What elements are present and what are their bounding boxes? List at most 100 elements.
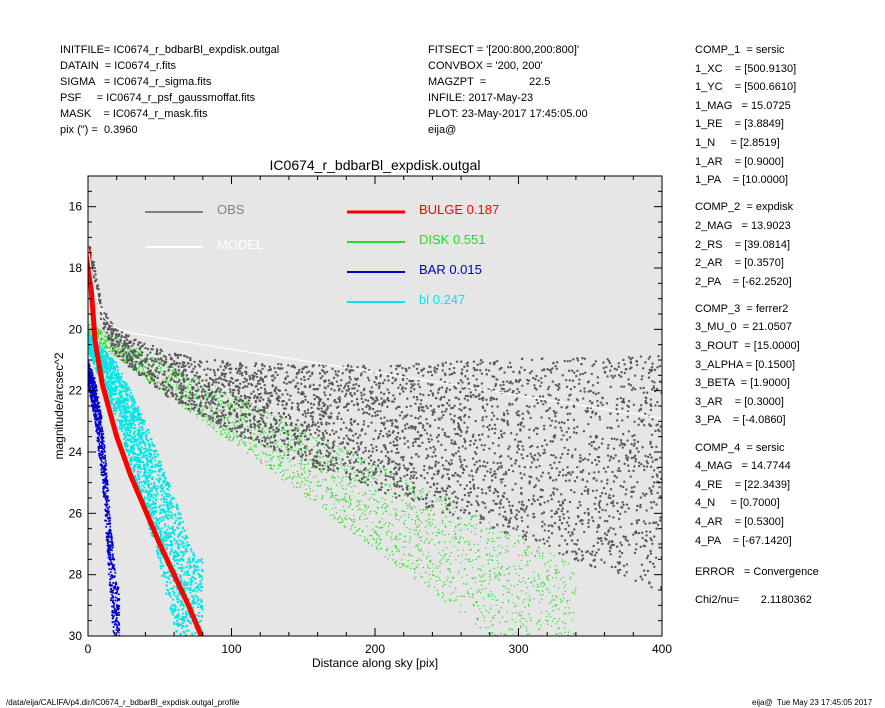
disk-point bbox=[409, 506, 411, 508]
disk-point bbox=[453, 600, 456, 602]
disk-point bbox=[321, 497, 324, 499]
obs-point bbox=[299, 455, 303, 458]
component-param: 4_N = [0.7000] bbox=[695, 497, 780, 510]
obs-point bbox=[402, 417, 405, 420]
disk-point bbox=[425, 508, 427, 510]
obs-point bbox=[382, 392, 386, 396]
disk-point bbox=[398, 476, 401, 479]
obs-point bbox=[577, 515, 580, 519]
obs-point bbox=[579, 454, 582, 457]
obs-point bbox=[500, 433, 503, 436]
disk-point bbox=[250, 446, 252, 449]
obs-point bbox=[618, 568, 622, 572]
disk-point bbox=[546, 620, 549, 622]
disk-point bbox=[472, 525, 474, 528]
obs-point bbox=[473, 384, 476, 387]
obs-point bbox=[256, 410, 260, 413]
obs-point bbox=[620, 551, 624, 555]
disk-point bbox=[255, 446, 257, 448]
disk-point bbox=[444, 503, 447, 505]
disk-point bbox=[434, 567, 436, 569]
disk-point bbox=[136, 347, 138, 350]
obs-point bbox=[158, 352, 162, 355]
disk-point bbox=[307, 446, 309, 448]
disk-point bbox=[303, 471, 306, 473]
disk-point bbox=[400, 516, 403, 518]
disk-point bbox=[426, 555, 428, 558]
obs-point bbox=[623, 371, 626, 375]
obs-point bbox=[651, 475, 654, 479]
obs-point bbox=[378, 432, 382, 436]
obs-point bbox=[477, 486, 480, 490]
disk-point bbox=[347, 501, 349, 503]
disk-point bbox=[99, 331, 101, 333]
disk-point bbox=[547, 646, 548, 647]
disk-point bbox=[370, 475, 373, 477]
disk-point bbox=[89, 330, 92, 333]
obs-point bbox=[471, 475, 474, 478]
disk-point bbox=[541, 581, 544, 583]
obs-point bbox=[380, 391, 383, 394]
disk-point bbox=[538, 602, 540, 604]
obs-point bbox=[197, 407, 201, 411]
obs-point bbox=[336, 467, 340, 470]
disk-point bbox=[239, 409, 242, 412]
disk-point bbox=[360, 500, 362, 502]
disk-point bbox=[533, 646, 534, 647]
disk-point bbox=[377, 548, 379, 551]
obs-point bbox=[510, 464, 513, 467]
disk-point bbox=[216, 404, 218, 406]
disk-point bbox=[554, 604, 556, 606]
disk-point bbox=[189, 380, 192, 382]
obs-point bbox=[345, 382, 348, 386]
disk-point bbox=[492, 559, 494, 562]
obs-point bbox=[483, 474, 487, 478]
obs-point bbox=[281, 367, 284, 370]
obs-point bbox=[217, 381, 220, 384]
disk-point bbox=[375, 512, 378, 514]
obs-point bbox=[485, 373, 489, 376]
disk-point bbox=[308, 485, 310, 487]
obs-point bbox=[252, 416, 256, 419]
disk-point bbox=[536, 654, 537, 655]
obs-point bbox=[131, 344, 134, 347]
obs-point bbox=[493, 452, 496, 455]
obs-point bbox=[437, 491, 441, 494]
disk-point bbox=[523, 599, 526, 601]
obs-point bbox=[582, 530, 586, 534]
disk-point bbox=[219, 433, 222, 436]
obs-point bbox=[504, 518, 507, 521]
obs-point bbox=[626, 539, 629, 542]
obs-point bbox=[610, 427, 613, 430]
disk-point bbox=[286, 446, 289, 449]
obs-point bbox=[535, 466, 538, 469]
disk-point bbox=[226, 436, 229, 439]
disk-point bbox=[309, 498, 312, 500]
obs-point bbox=[255, 372, 258, 376]
obs-point bbox=[609, 456, 612, 459]
disk-point bbox=[417, 518, 419, 521]
disk-point bbox=[515, 612, 517, 614]
disk-point bbox=[382, 467, 385, 470]
disk-point bbox=[394, 546, 397, 548]
obs-point bbox=[453, 427, 456, 431]
disk-point bbox=[473, 544, 475, 546]
obs-point bbox=[622, 358, 625, 362]
disk-point bbox=[444, 496, 446, 498]
disk-point bbox=[432, 563, 434, 566]
disk-point bbox=[243, 434, 245, 437]
disk-point bbox=[217, 405, 219, 408]
disk-point bbox=[369, 467, 372, 470]
disk-point bbox=[215, 430, 217, 433]
obs-point bbox=[524, 538, 527, 541]
disk-point bbox=[170, 373, 172, 375]
disk-point bbox=[529, 560, 531, 562]
disk-point bbox=[444, 600, 446, 602]
disk-point bbox=[554, 679, 555, 680]
disk-point bbox=[500, 551, 502, 554]
disk-point bbox=[392, 553, 394, 556]
disk-point bbox=[309, 490, 311, 493]
disk-point bbox=[362, 494, 364, 496]
obs-point bbox=[566, 360, 569, 363]
obs-point bbox=[488, 489, 491, 492]
